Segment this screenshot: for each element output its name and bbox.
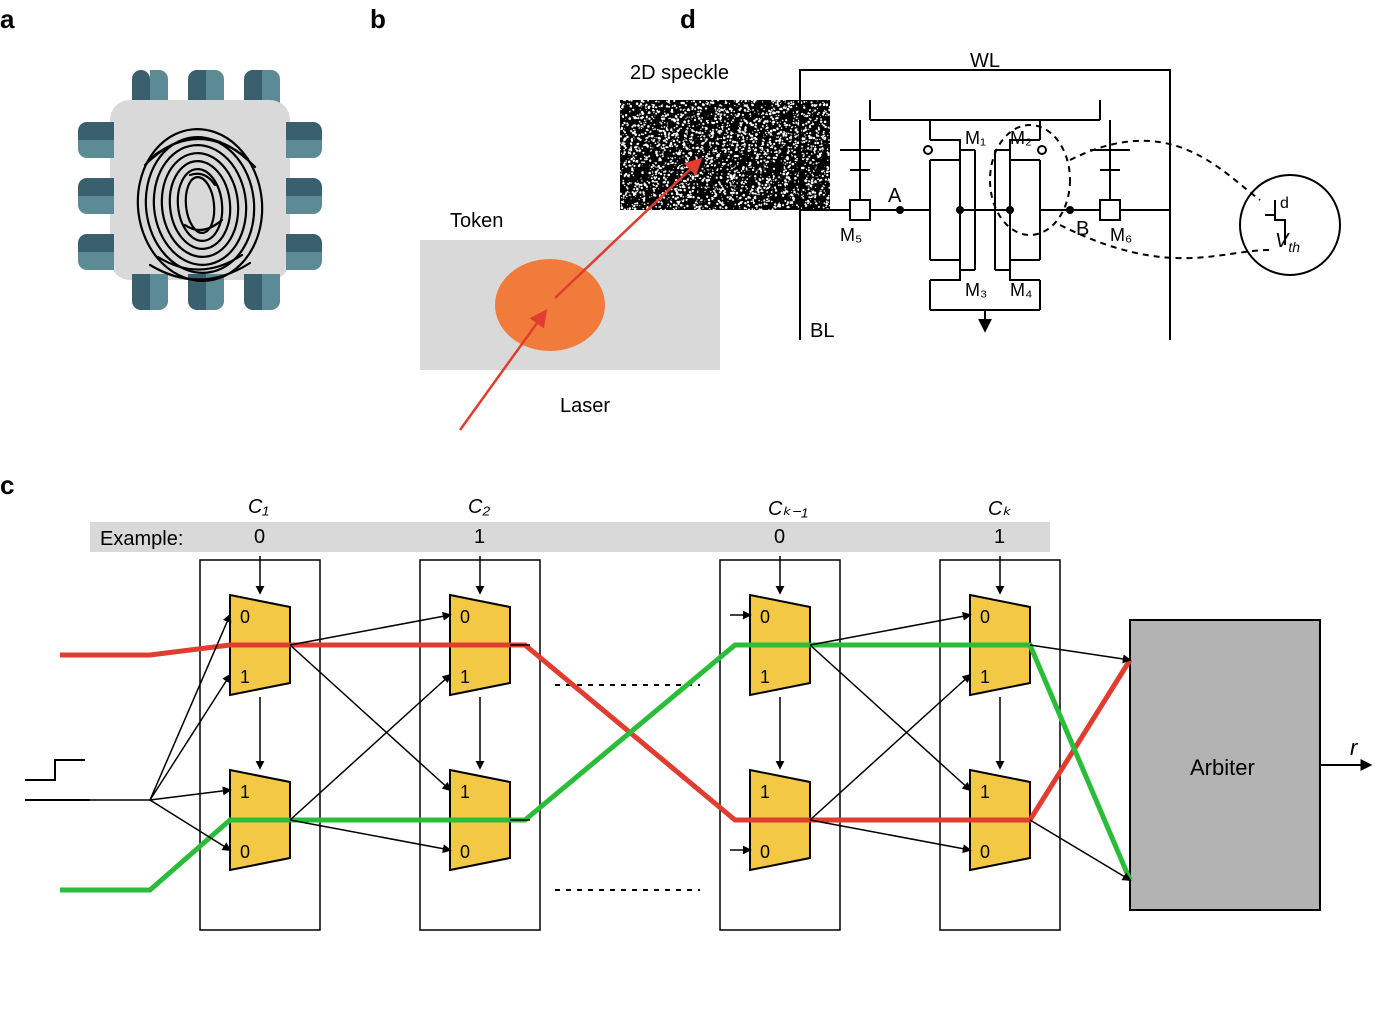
- chip-pin-right: [286, 140, 322, 158]
- svg-text:1: 1: [240, 782, 250, 802]
- chip-pin-left: [78, 252, 114, 270]
- chip-pin-bottom: [150, 274, 168, 310]
- panel-a-chip: [70, 60, 330, 350]
- svg-text:1: 1: [460, 667, 470, 687]
- chip-pin-right: [286, 122, 322, 140]
- vth-label: Vth: [1275, 230, 1300, 255]
- m1-label: M₁: [965, 128, 986, 149]
- svg-text:0: 0: [760, 842, 770, 862]
- vth-V: V: [1275, 230, 1288, 252]
- svg-text:0: 0: [240, 607, 250, 627]
- chip-pin-bottom: [132, 274, 150, 310]
- arbiter-puf-diagram: 0 1 1 0 0 1 1 0 0 1 1 0 0 1 1 0: [0, 460, 1386, 1020]
- m2-label: M₂: [1010, 128, 1032, 149]
- panel-c: 0 1 1 0 0 1 1 0 0 1 1 0 0 1 1 0 Example: Arbiter r: [0, 460, 1386, 1020]
- m3-label: M₃: [965, 280, 987, 301]
- chip-pin-left: [78, 140, 114, 158]
- challenge-label: C₂: [468, 496, 490, 519]
- svg-text:0: 0: [760, 607, 770, 627]
- chip-pin-right: [286, 252, 322, 270]
- laser-in-arrow: [460, 312, 545, 430]
- challenge-label: Cₖ: [988, 496, 1011, 521]
- m5-label: M₅: [840, 225, 862, 246]
- example-bit: 0: [774, 526, 785, 549]
- chip-pin-left: [78, 122, 114, 140]
- svg-text:1: 1: [760, 667, 770, 687]
- wl-label: WL: [970, 50, 1000, 73]
- bl-label: BL: [810, 320, 834, 343]
- chip-pin-right: [286, 178, 322, 196]
- output-r-label: r: [1350, 735, 1357, 761]
- panel-d: WL BL A B M₅ M₆ M₁ M₂ M₃ M₄ d Vth: [770, 50, 1380, 390]
- node-b-label: B: [1076, 218, 1089, 241]
- svg-text:1: 1: [760, 782, 770, 802]
- fingerprint-icon: [130, 115, 270, 275]
- chip-pin-right: [286, 234, 322, 252]
- svg-text:0: 0: [460, 607, 470, 627]
- svg-text:1: 1: [980, 667, 990, 687]
- chip-pin-bottom: [244, 274, 262, 310]
- svg-text:0: 0: [980, 842, 990, 862]
- chip-pin-right: [286, 196, 322, 214]
- d-label: d: [1280, 195, 1289, 213]
- node-a-label: A: [888, 185, 901, 208]
- sram-schematic: [770, 50, 1380, 390]
- panel-label-a: a: [0, 4, 14, 35]
- chip-pin-left: [78, 234, 114, 252]
- example-bit: 1: [994, 526, 1005, 549]
- chip-pin-left: [78, 178, 114, 196]
- svg-text:0: 0: [240, 842, 250, 862]
- svg-text:1: 1: [240, 667, 250, 687]
- arbiter-label: Arbiter: [1190, 755, 1255, 781]
- vth-sub: th: [1288, 239, 1300, 255]
- svg-text:0: 0: [460, 842, 470, 862]
- challenge-label: C₁: [248, 496, 269, 519]
- svg-text:0: 0: [980, 607, 990, 627]
- example-bar: [90, 522, 1050, 552]
- svg-text:1: 1: [460, 782, 470, 802]
- example-label: Example:: [100, 528, 183, 551]
- svg-text:1: 1: [980, 782, 990, 802]
- m6-label: M₆: [1110, 225, 1132, 246]
- example-bit: 1: [474, 526, 485, 549]
- m4-label: M₄: [1010, 280, 1032, 301]
- challenge-label: Cₖ₋₁: [768, 496, 808, 521]
- chip-pin-left: [78, 196, 114, 214]
- laser-out-arrow: [555, 160, 700, 298]
- example-bit: 0: [254, 526, 265, 549]
- chip-pin-bottom: [262, 274, 280, 310]
- laser-spot: [495, 259, 605, 351]
- figure-root: a b d c: [0, 0, 1386, 1023]
